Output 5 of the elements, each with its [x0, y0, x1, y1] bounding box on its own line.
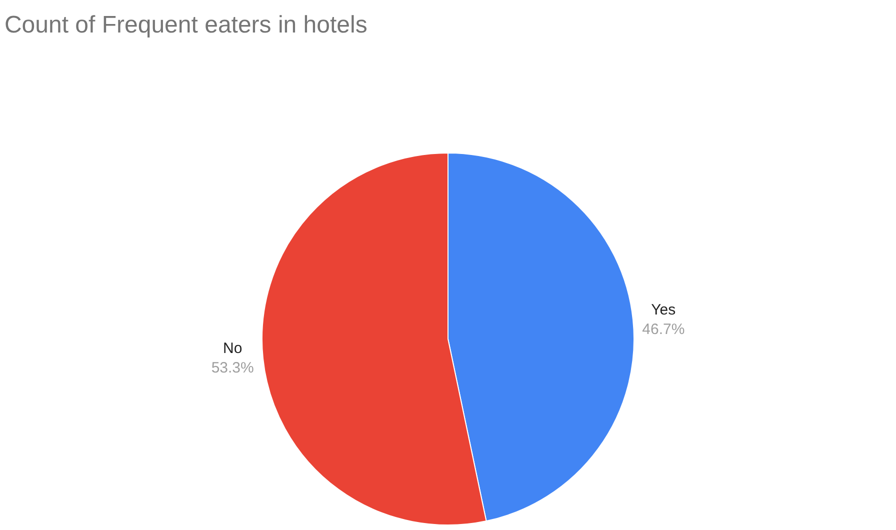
- slice-label: No: [223, 340, 242, 358]
- data-label: 53.3%: [211, 360, 254, 377]
- chart-title: Count of Frequent eaters in hotels: [4, 12, 368, 39]
- slice-label: Yes: [651, 301, 676, 318]
- data-label: 46.7%: [642, 320, 685, 338]
